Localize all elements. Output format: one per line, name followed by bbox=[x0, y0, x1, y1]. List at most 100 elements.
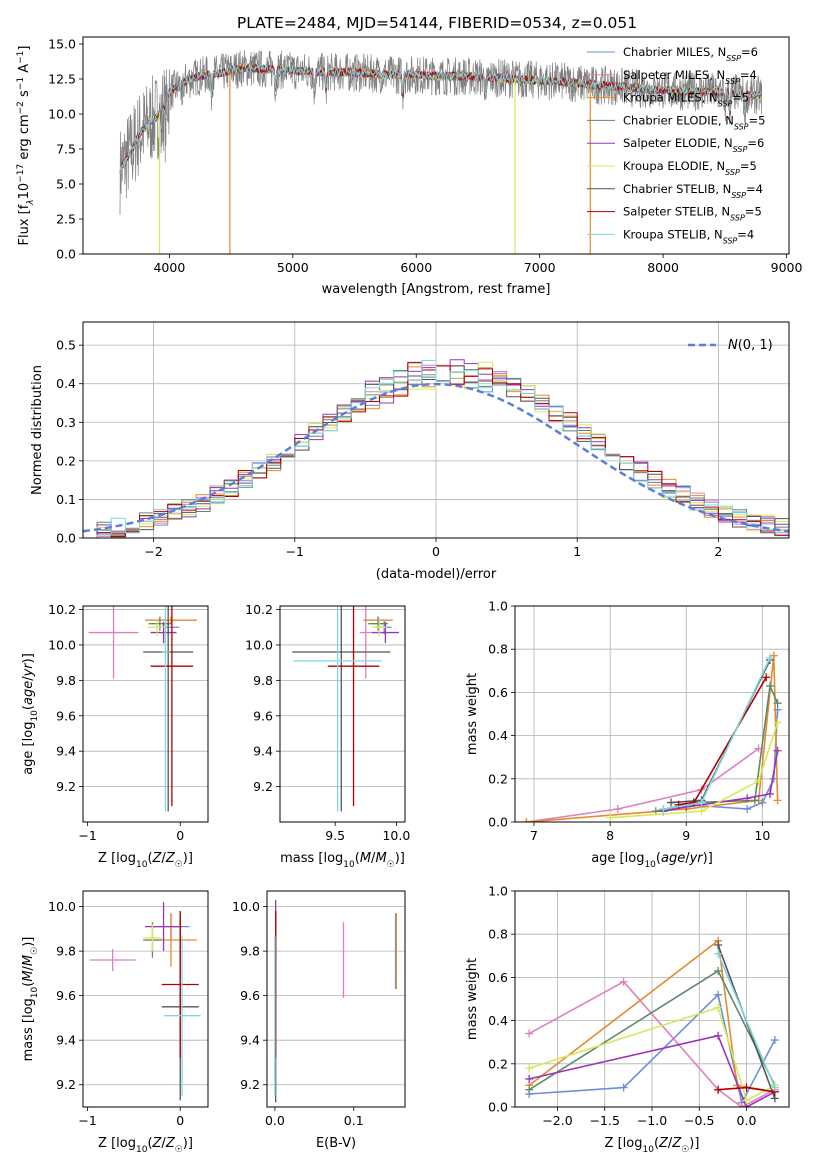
axes-frame bbox=[82, 605, 209, 823]
weight-marker-chabrier_miles bbox=[619, 1083, 628, 1092]
axes-frame bbox=[514, 890, 790, 1108]
legend-label-kroupa_miles: Kroupa MILES, NSSP=5 bbox=[623, 91, 749, 109]
y-tick-label: 1.0 bbox=[488, 884, 508, 899]
weight-marker-salpeter_elodie bbox=[743, 794, 752, 803]
weight-marker-kroupa_stelib bbox=[765, 653, 774, 662]
weight-marker-chabrier_elodie bbox=[765, 681, 774, 690]
weight-marker-chabrier_stelib bbox=[714, 941, 723, 949]
weight-marker-kroupa_stelib bbox=[659, 805, 668, 814]
weight-marker-chabrier_elodie bbox=[714, 966, 723, 975]
y-tick-label: 0.2 bbox=[488, 1056, 508, 1071]
y-tick-label: 0.0 bbox=[56, 247, 76, 262]
plot-area bbox=[525, 936, 779, 1107]
y-tick-label: 0.2 bbox=[56, 453, 76, 468]
panel-age_vs_mass: 9.5 10.0 9.2 9.4 9.6 9.8 10.0 10.2 mass [log10(M… bbox=[245, 602, 410, 870]
plot-area bbox=[89, 902, 201, 1101]
weight-marker-kroupa_elodie bbox=[754, 776, 763, 785]
y-tick-label: 9.2 bbox=[240, 1077, 260, 1092]
y-tick-label: 9.4 bbox=[56, 1033, 76, 1048]
y-tick-label: 1.0 bbox=[488, 599, 508, 614]
y-tick-label: 10.2 bbox=[48, 602, 76, 617]
weight-marker-kroupa_miles bbox=[522, 818, 531, 822]
x-tick-label: −1 bbox=[78, 1113, 96, 1128]
x-tick-label: −1 bbox=[286, 544, 304, 559]
weight-marker-chabrier_elodie bbox=[773, 699, 782, 708]
y-tick-label: 0.8 bbox=[488, 927, 508, 942]
y-tick-label: 0.1 bbox=[56, 492, 76, 507]
weight-line-kroupa_elodie bbox=[528, 1006, 776, 1102]
y-tick-label: 9.8 bbox=[240, 944, 260, 959]
y-tick-label: 9.8 bbox=[56, 944, 76, 959]
x-tick-label: −2.0 bbox=[542, 1113, 572, 1128]
x-tick-label: −0.5 bbox=[684, 1113, 714, 1128]
y-tick-label: 9.6 bbox=[253, 708, 273, 723]
weight-marker-salpeter_elodie bbox=[714, 1031, 723, 1040]
legend-label-kroupa_elodie: Kroupa ELODIE, NSSP=5 bbox=[623, 159, 757, 177]
y-tick-label: 0.6 bbox=[488, 685, 508, 700]
legend-label-kroupa_stelib: Kroupa STELIB, NSSP=4 bbox=[623, 227, 754, 245]
weight-marker-kroupa_elodie bbox=[697, 807, 706, 816]
x-tick-label: −1.5 bbox=[590, 1113, 620, 1128]
x-tick-label: −1 bbox=[78, 828, 96, 843]
panels: 4000 5000 6000 7000 8000 90000.02.55.07.510.0… bbox=[16, 36, 802, 1155]
x-tick-label: 9 bbox=[682, 828, 690, 843]
weight-marker-salpeter_miles bbox=[737, 1103, 746, 1107]
weight-marker-salpeter_elodie bbox=[765, 789, 774, 798]
legend-label-salpeter_miles: Salpeter MILES, NSSP=4 bbox=[623, 68, 757, 86]
axes-frame bbox=[279, 605, 406, 823]
y-tick-label: 12.5 bbox=[48, 72, 76, 87]
y-tick-label: 5.0 bbox=[56, 177, 76, 192]
y-tick-label: 10.0 bbox=[245, 637, 273, 652]
x-tick-label: 0 bbox=[432, 544, 440, 559]
panel-mass_vs_ebv: 0.0 0.1 9.2 9.4 9.6 9.8 10.0 E(B-V) bbox=[232, 890, 406, 1151]
x-tick-label: 10 bbox=[754, 828, 770, 843]
legend-label-chabrier_stelib: Chabrier STELIB, NSSP=4 bbox=[623, 182, 763, 200]
legend-label-normal: N(0, 1) bbox=[728, 338, 773, 353]
axes-frame bbox=[82, 36, 790, 255]
y-tick-label: 0.0 bbox=[488, 815, 508, 830]
y-tick-label: 9.4 bbox=[253, 744, 273, 759]
x-tick-label: 0.0 bbox=[737, 1113, 757, 1128]
panel-residuals: −2 −1 0 1 2 0.0 0.1 0.2 0.3 0.4 0.5 (data-model)/er… bbox=[30, 321, 790, 582]
x-axis-label: (data-model)/error bbox=[376, 567, 497, 582]
x-tick-label: 4000 bbox=[153, 260, 185, 275]
plot-area bbox=[88, 606, 197, 812]
weight-marker-chabrier_elodie bbox=[750, 796, 759, 805]
y-tick-label: 0.4 bbox=[488, 728, 508, 743]
plot-area bbox=[119, 49, 763, 254]
weight-line-salpeter_elodie bbox=[529, 1034, 776, 1107]
y-tick-label: 9.6 bbox=[56, 988, 76, 1003]
weight-marker-kroupa_elodie bbox=[742, 1096, 751, 1105]
x-tick-label: 0 bbox=[176, 828, 184, 843]
x-tick-label: 10.0 bbox=[382, 828, 410, 843]
x-tick-label: 0.0 bbox=[265, 1113, 285, 1128]
legend: Chabrier MILES, NSSP=6 Salpeter MILES, NS… bbox=[587, 45, 765, 245]
observed-spectrum bbox=[119, 49, 763, 215]
x-axis-label: wavelength [Angstrom, rest frame] bbox=[322, 282, 551, 297]
y-tick-label: 9.4 bbox=[240, 1033, 260, 1048]
weight-line-kroupa_elodie bbox=[610, 722, 779, 819]
x-axis-label: age [log10(age/yr)] bbox=[591, 851, 713, 870]
y-tick-label: 9.6 bbox=[56, 708, 76, 723]
y-tick-label: 9.2 bbox=[56, 779, 76, 794]
y-tick-label: 9.6 bbox=[240, 988, 260, 1003]
weight-marker-salpeter_stelib bbox=[689, 798, 698, 807]
x-tick-label: 8000 bbox=[647, 260, 679, 275]
normal-curve bbox=[83, 382, 789, 533]
x-tick-label: −2 bbox=[144, 544, 162, 559]
x-tick-label: 1 bbox=[573, 544, 581, 559]
weight-marker-salpeter_stelib bbox=[742, 1083, 751, 1092]
panel-weight_vs_Z: −2.0 −1.5 −1.0 −0.5 0.0 0.0 0.2 0.4 0.6 0.8 1.0 Z [… bbox=[465, 884, 790, 1155]
weight-line-salpeter_miles bbox=[526, 747, 760, 822]
y-tick-label: 0.6 bbox=[488, 970, 508, 985]
y-tick-label: 0.0 bbox=[488, 1100, 508, 1115]
weight-marker-kroupa_stelib bbox=[714, 949, 723, 958]
y-tick-label: 10.0 bbox=[48, 637, 76, 652]
panel-age_vs_Z: −1 0 9.2 9.4 9.6 9.8 10.0 10.2 Z [log10(Z/Z☉)] ag… bbox=[21, 602, 209, 870]
weight-marker-salpeter_elodie bbox=[773, 746, 782, 755]
legend-label-chabrier_miles: Chabrier MILES, NSSP=6 bbox=[623, 45, 758, 63]
y-tick-label: 0.8 bbox=[488, 642, 508, 657]
weight-line-kroupa_stelib bbox=[717, 953, 776, 1088]
